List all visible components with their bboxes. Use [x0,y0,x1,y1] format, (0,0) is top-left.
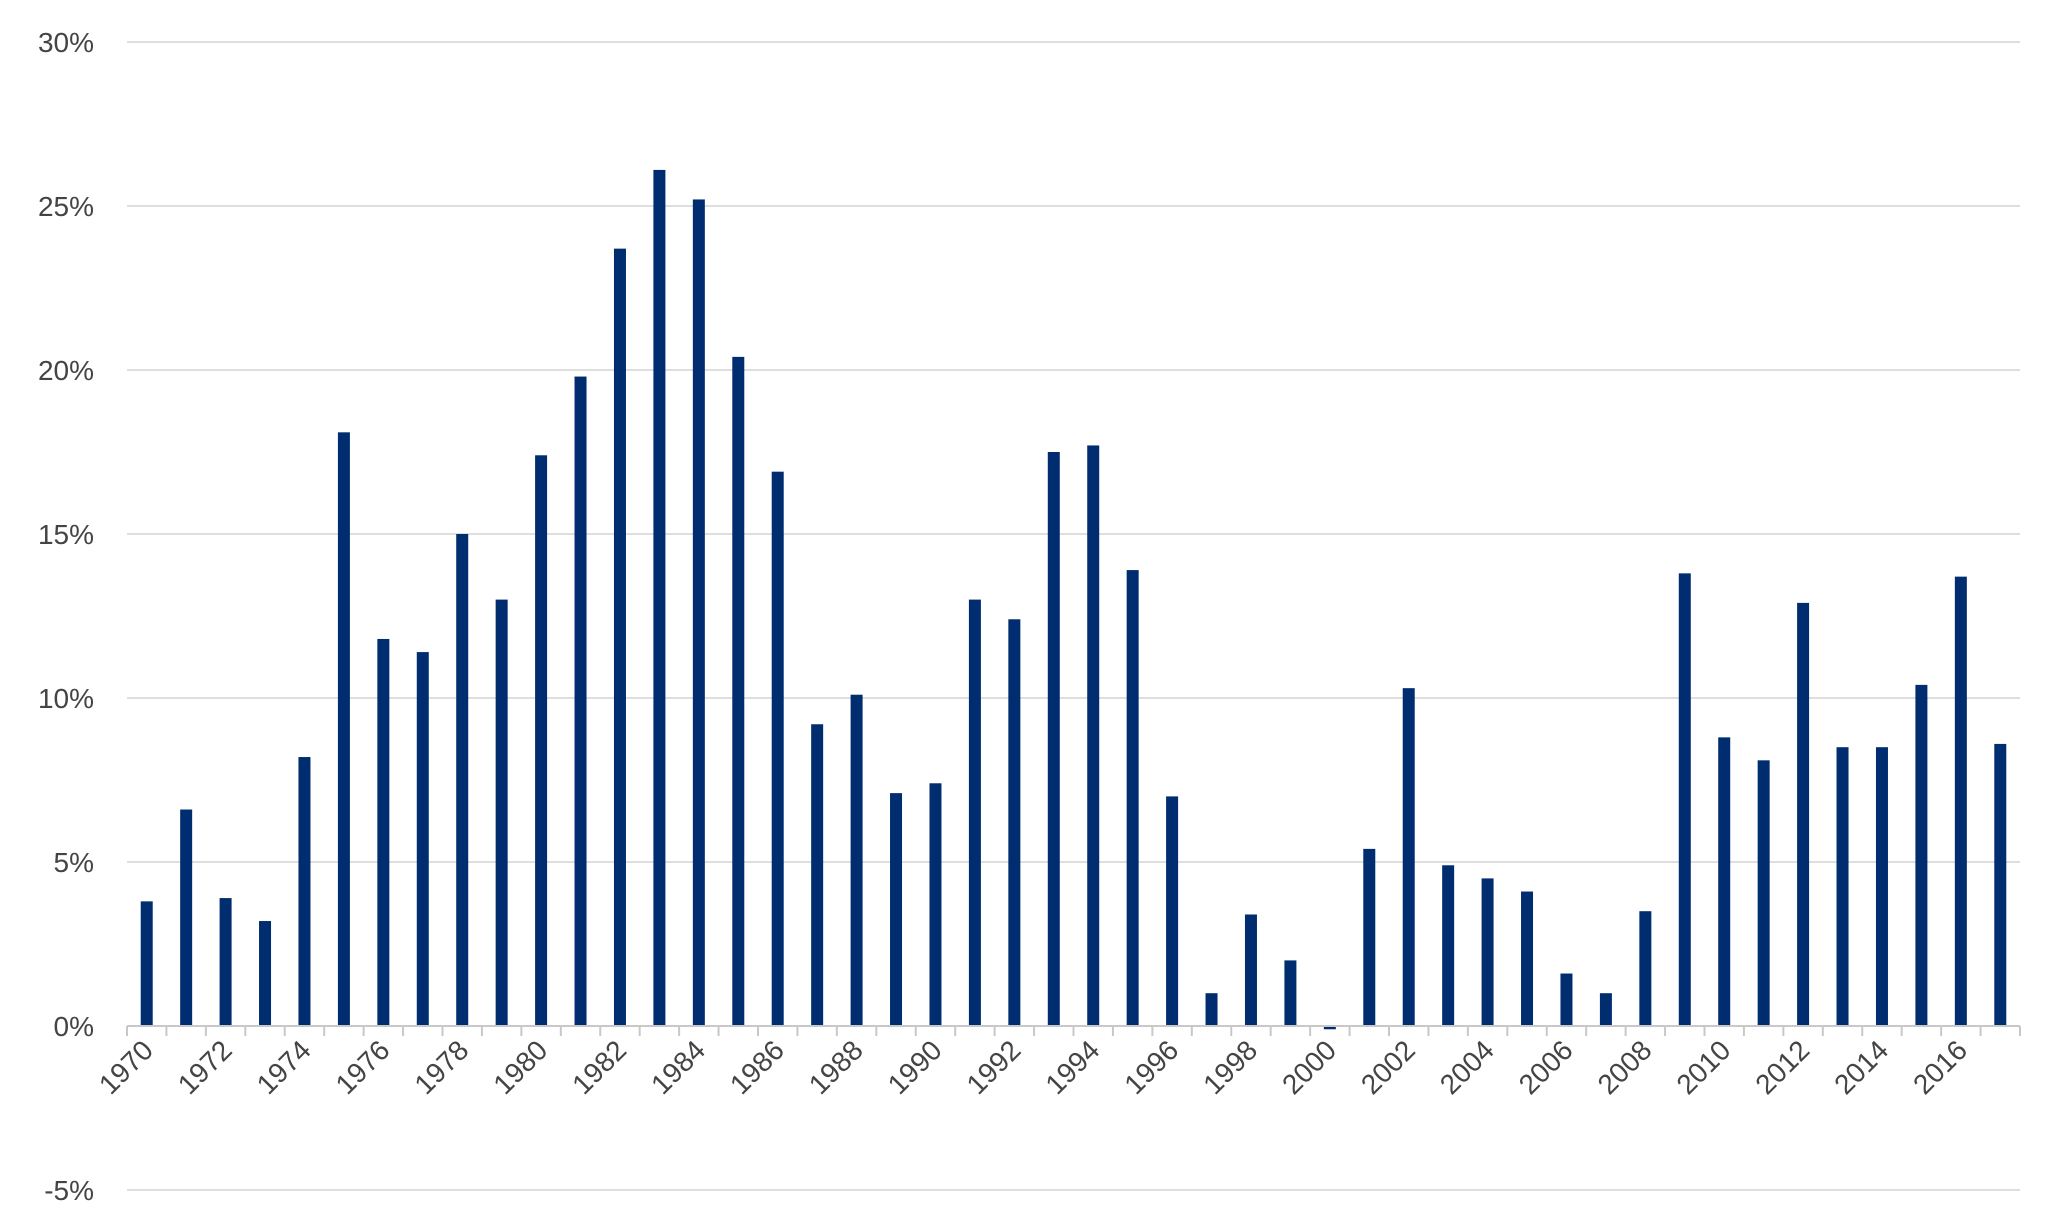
bar-1980 [535,455,548,1026]
bar-1995 [1126,570,1139,1026]
bar-2006 [1560,973,1573,1026]
bar-1988 [850,694,863,1026]
bar-1973 [259,921,272,1026]
x-tick-label: 1988 [803,1034,869,1100]
bar-2005 [1521,891,1534,1026]
x-tick-label: 2016 [1907,1034,1973,1100]
bar-2015 [1915,684,1928,1026]
y-tick-label: 30% [38,27,94,58]
bar-1976 [377,638,390,1026]
bar-1971 [180,809,193,1026]
bar-2000 [1323,1026,1336,1030]
bar-1997 [1205,993,1218,1026]
bar-2003 [1442,865,1455,1026]
bar-1994 [1087,445,1100,1026]
bar-2004 [1481,878,1494,1026]
bar-1989 [890,793,903,1026]
bar-1993 [1047,452,1060,1026]
bar-1983 [653,169,666,1027]
bar-1974 [298,757,311,1026]
x-tick-label: 1986 [724,1034,790,1100]
x-tick-label: 1980 [487,1034,553,1100]
x-tick-label: 2000 [1276,1034,1342,1100]
bar-1984 [692,199,705,1026]
x-axis [126,1025,2021,1036]
bar-1978 [456,534,469,1026]
x-tick-label: 1978 [408,1034,474,1100]
x-tick-label: 2006 [1513,1034,1579,1100]
bar-2017 [1994,743,2007,1026]
x-tick-label: 1996 [1118,1034,1184,1100]
bar-2008 [1639,911,1652,1026]
x-tick-label: 1998 [1197,1034,1263,1100]
bar-1986 [771,471,784,1026]
x-tick-label: 2012 [1749,1034,1815,1100]
x-tick-label: 2014 [1828,1034,1894,1100]
y-tick-label: 5% [54,847,94,878]
bar-1987 [811,724,824,1026]
y-tick-label: 20% [38,355,94,386]
bar-1992 [1008,619,1021,1026]
x-tick-label: 2008 [1592,1034,1658,1100]
y-tick-label: -5% [44,1175,94,1206]
bar-1991 [968,599,981,1026]
bar-1979 [495,599,508,1026]
x-tick-label: 1982 [566,1034,632,1100]
x-tick-label: 1992 [961,1034,1027,1100]
x-tick-label: 1972 [172,1034,238,1100]
x-tick-label: 2004 [1434,1034,1500,1100]
bar-1985 [732,356,745,1026]
bar-2010 [1718,737,1731,1026]
bar-2014 [1875,747,1888,1026]
x-tick-label: 1984 [645,1034,711,1100]
y-tick-label: 25% [38,191,94,222]
bar-1998 [1244,914,1257,1026]
bar-1990 [929,783,942,1026]
bar-2001 [1363,848,1376,1026]
bar-1981 [574,376,587,1026]
bar-1982 [613,248,626,1026]
x-axis-tick-labels: 1970 1972 1974 1976 1978 1980 1982 1984 1986 1988… [93,1034,1973,1100]
gridlines [127,41,2020,1191]
bar-1996 [1166,796,1179,1026]
bars [140,169,2007,1030]
bar-2016 [1954,576,1967,1026]
bar-1975 [337,432,350,1026]
x-tick-label: 1990 [882,1034,948,1100]
bar-2011 [1757,760,1770,1026]
bar-2002 [1402,688,1415,1026]
bar-1970 [140,901,153,1026]
x-tick-label: 1970 [93,1034,159,1100]
y-tick-label: 15% [38,519,94,550]
x-tick-label: 2010 [1670,1034,1736,1100]
y-axis-tick-labels: -5% 0% 5% 10% 15% 20% 25% 30% [38,27,94,1206]
y-tick-label: 10% [38,683,94,714]
bar-1972 [219,898,232,1026]
bar-1977 [416,652,429,1026]
bar-2009 [1678,573,1691,1026]
x-tick-label: 1974 [251,1034,317,1100]
x-tick-label: 1976 [330,1034,396,1100]
bar-2013 [1836,747,1849,1026]
bar-2012 [1797,602,1810,1026]
bar-1999 [1284,960,1297,1026]
x-tick-label: 2002 [1355,1034,1421,1100]
y-tick-label: 0% [54,1011,94,1042]
bar-2007 [1599,993,1612,1026]
x-tick-label: 1994 [1039,1034,1105,1100]
